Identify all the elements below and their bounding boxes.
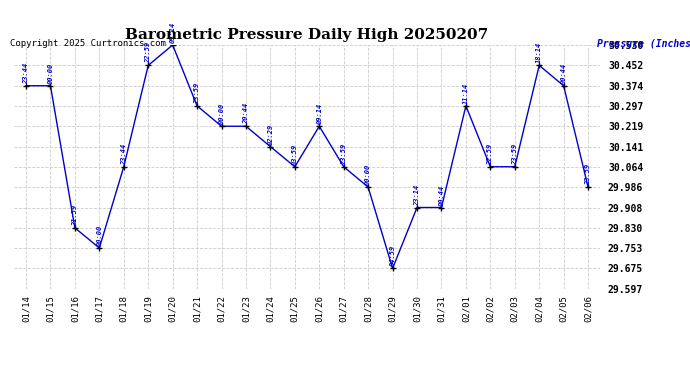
Text: 00:44: 00:44 — [438, 184, 444, 206]
Text: 21:59: 21:59 — [72, 205, 78, 226]
Text: 03:59: 03:59 — [292, 144, 298, 165]
Text: 20:44: 20:44 — [243, 103, 249, 124]
Text: 00:44: 00:44 — [561, 63, 566, 84]
Text: 22:59: 22:59 — [487, 144, 493, 165]
Text: 23:44: 23:44 — [23, 63, 29, 84]
Text: 00:00: 00:00 — [97, 225, 102, 246]
Text: 02:29: 02:29 — [268, 123, 273, 145]
Text: 00:00: 00:00 — [48, 63, 53, 84]
Text: Pressure (Inches/Hg): Pressure (Inches/Hg) — [597, 39, 690, 50]
Text: 23:44: 23:44 — [121, 144, 127, 165]
Text: Copyright 2025 Curtronics.com: Copyright 2025 Curtronics.com — [10, 39, 166, 48]
Text: 09:14: 09:14 — [316, 103, 322, 124]
Text: 23:59: 23:59 — [194, 82, 200, 104]
Text: 11:14: 11:14 — [463, 82, 469, 104]
Text: 22:59: 22:59 — [145, 42, 151, 63]
Text: 00:00: 00:00 — [365, 164, 371, 185]
Title: Barometric Pressure Daily High 20250207: Barometric Pressure Daily High 20250207 — [126, 28, 489, 42]
Text: 23:59: 23:59 — [341, 144, 346, 165]
Text: 09:14: 09:14 — [170, 22, 176, 43]
Text: 23:59: 23:59 — [512, 144, 518, 165]
Text: 23:59: 23:59 — [585, 164, 591, 185]
Text: 23:14: 23:14 — [414, 184, 420, 206]
Text: 04:59: 04:59 — [390, 245, 395, 266]
Text: 18:14: 18:14 — [536, 42, 542, 63]
Text: 00:00: 00:00 — [219, 103, 224, 124]
